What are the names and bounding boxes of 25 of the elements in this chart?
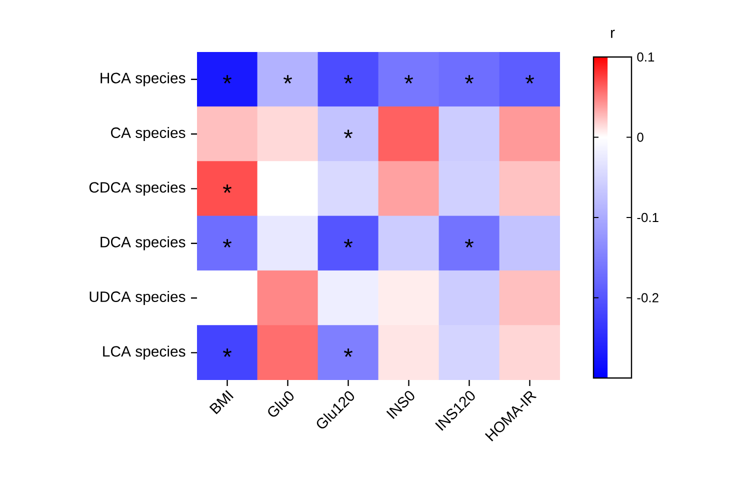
color-bar-title: r xyxy=(611,30,615,38)
data-label: * xyxy=(222,239,232,248)
data-label: * xyxy=(344,348,353,357)
data-label: * xyxy=(464,239,474,248)
data-label: * xyxy=(525,75,534,84)
y-tick-label: DCA species xyxy=(100,236,186,250)
y-tick-label: UDCA species xyxy=(90,291,186,305)
y-tick-label: CA species xyxy=(111,127,186,141)
y-tick-label: HCA species xyxy=(100,72,186,86)
data-label: * xyxy=(344,130,353,138)
data-label: * xyxy=(404,75,414,84)
y-tick-label: CDCA species xyxy=(89,182,186,196)
data-label: * xyxy=(344,239,353,248)
color-bar-label: -0.1 xyxy=(637,212,658,222)
data-label: * xyxy=(222,184,232,193)
color-bar-label: 0.1 xyxy=(637,52,654,62)
data-label: * xyxy=(222,75,232,84)
data-label: * xyxy=(344,75,353,84)
color-bar-label: 0 xyxy=(637,132,644,142)
y-tick-label: LCA species xyxy=(103,346,186,360)
color-bar-label: -0.2 xyxy=(637,293,658,302)
data-label: * xyxy=(464,75,474,84)
x-tick-label: BMI xyxy=(209,390,234,414)
data-label: * xyxy=(222,348,232,357)
data-label: * xyxy=(283,75,292,84)
